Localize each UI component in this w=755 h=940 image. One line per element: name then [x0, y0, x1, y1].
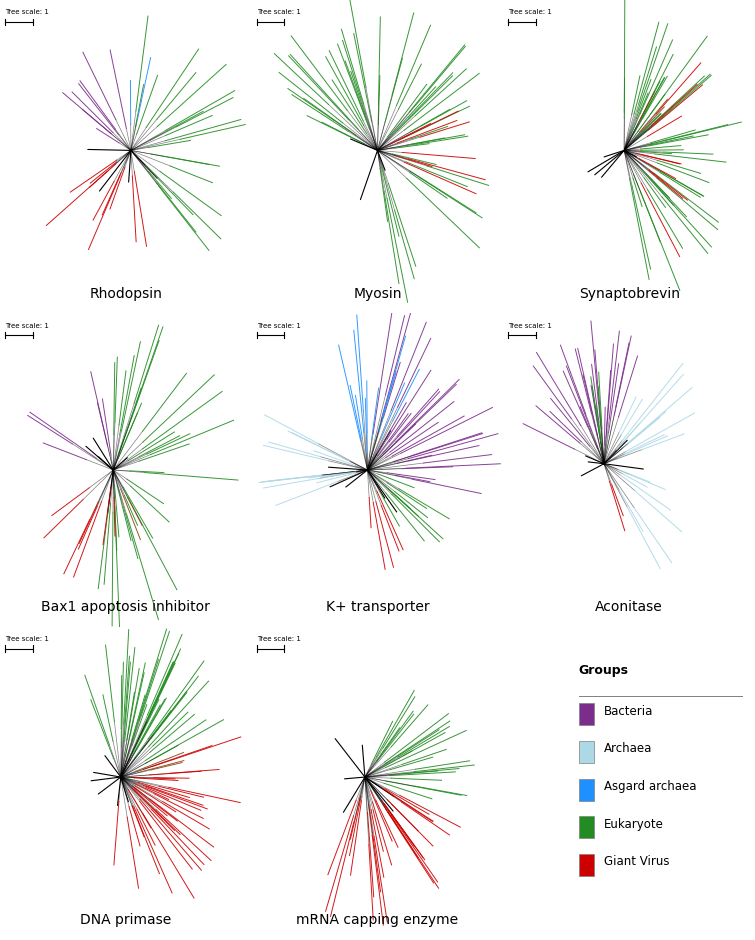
Text: Tree scale: 1: Tree scale: 1: [508, 322, 552, 329]
Text: Synaptobrevin: Synaptobrevin: [578, 287, 680, 301]
Text: Tree scale: 1: Tree scale: 1: [5, 636, 49, 642]
Text: Tree scale: 1: Tree scale: 1: [5, 9, 49, 15]
Text: Groups: Groups: [579, 665, 629, 677]
Text: Bax1 apoptosis inhibitor: Bax1 apoptosis inhibitor: [42, 600, 211, 614]
Text: K+ transporter: K+ transporter: [325, 600, 430, 614]
Text: Archaea: Archaea: [604, 743, 652, 756]
Text: Tree scale: 1: Tree scale: 1: [5, 322, 49, 329]
Text: mRNA capping enzyme: mRNA capping enzyme: [297, 914, 458, 928]
Text: DNA primase: DNA primase: [80, 914, 171, 928]
Text: Tree scale: 1: Tree scale: 1: [257, 322, 300, 329]
FancyBboxPatch shape: [579, 854, 593, 876]
Text: Tree scale: 1: Tree scale: 1: [257, 636, 300, 642]
FancyBboxPatch shape: [579, 741, 593, 763]
Text: Myosin: Myosin: [353, 287, 402, 301]
FancyBboxPatch shape: [579, 816, 593, 838]
Text: Rhodopsin: Rhodopsin: [89, 287, 162, 301]
FancyBboxPatch shape: [579, 703, 593, 726]
Text: Eukaryote: Eukaryote: [604, 818, 664, 831]
Text: Bacteria: Bacteria: [604, 705, 653, 718]
Text: Tree scale: 1: Tree scale: 1: [257, 9, 300, 15]
FancyBboxPatch shape: [579, 778, 593, 801]
Text: Asgard archaea: Asgard archaea: [604, 780, 696, 793]
Text: Giant Virus: Giant Virus: [604, 855, 670, 869]
Text: Tree scale: 1: Tree scale: 1: [508, 9, 552, 15]
Text: Aconitase: Aconitase: [595, 600, 663, 614]
